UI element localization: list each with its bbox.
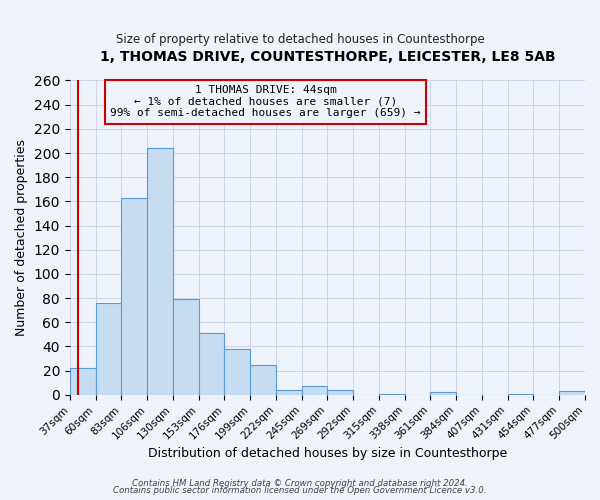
Bar <box>430 392 456 395</box>
X-axis label: Distribution of detached houses by size in Countesthorpe: Distribution of detached houses by size … <box>148 447 507 460</box>
Bar <box>328 390 353 395</box>
Bar <box>250 364 276 395</box>
Bar <box>559 391 585 395</box>
Bar <box>121 198 147 395</box>
Bar <box>508 394 533 395</box>
Bar <box>224 349 250 395</box>
Bar <box>147 148 173 395</box>
Bar <box>379 394 404 395</box>
Y-axis label: Number of detached properties: Number of detached properties <box>15 139 28 336</box>
Text: 1 THOMAS DRIVE: 44sqm
← 1% of detached houses are smaller (7)
99% of semi-detach: 1 THOMAS DRIVE: 44sqm ← 1% of detached h… <box>110 85 421 118</box>
Text: Contains HM Land Registry data © Crown copyright and database right 2024.: Contains HM Land Registry data © Crown c… <box>132 478 468 488</box>
Title: 1, THOMAS DRIVE, COUNTESTHORPE, LEICESTER, LE8 5AB: 1, THOMAS DRIVE, COUNTESTHORPE, LEICESTE… <box>100 50 555 64</box>
Text: Contains public sector information licensed under the Open Government Licence v3: Contains public sector information licen… <box>113 486 487 495</box>
Bar <box>173 300 199 395</box>
Bar <box>95 303 121 395</box>
Text: Size of property relative to detached houses in Countesthorpe: Size of property relative to detached ho… <box>116 32 484 46</box>
Bar <box>199 333 224 395</box>
Bar <box>70 368 95 395</box>
Bar <box>276 390 302 395</box>
Bar <box>302 386 328 395</box>
